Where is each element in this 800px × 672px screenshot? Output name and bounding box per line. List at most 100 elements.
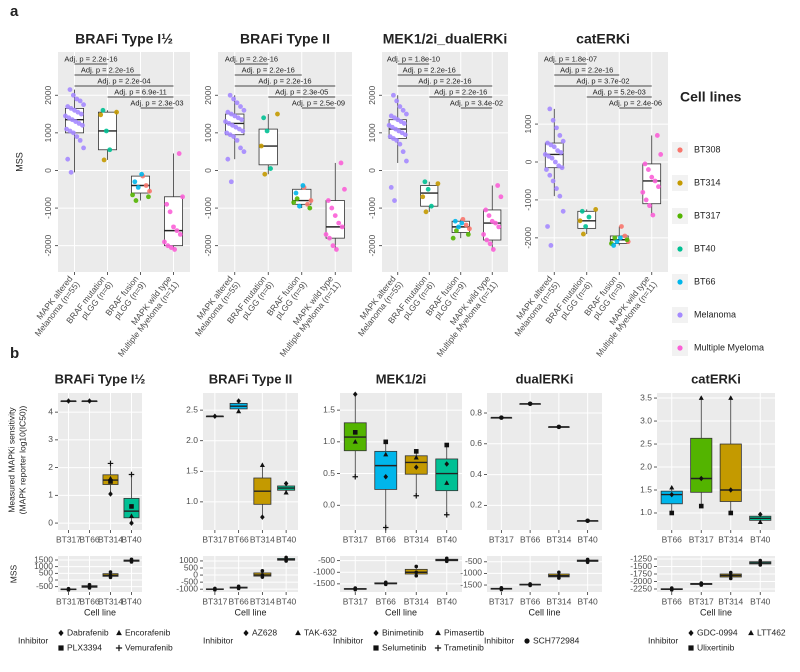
x-tick-label: BT314	[718, 534, 743, 544]
data-point	[338, 160, 344, 166]
comparison-label: Adj. p = 3.4e-02	[450, 98, 503, 107]
y-tick-label: 0	[203, 168, 213, 173]
x-tick-label: BT317	[689, 596, 714, 606]
data-point	[586, 214, 592, 220]
legend-label: Vemurafenib	[125, 642, 173, 652]
data-point	[758, 563, 763, 567]
data-point	[728, 395, 734, 400]
data-point	[352, 391, 358, 398]
data-point	[499, 415, 504, 420]
data-point	[307, 205, 313, 211]
x-tick-label: BT40	[276, 596, 297, 606]
x-tick-label: BT317	[489, 534, 514, 544]
data-point	[698, 475, 704, 482]
y-tick-label: 0	[367, 168, 377, 173]
comparison-label: Adj. p = 5.2e-03	[593, 87, 646, 96]
data-point	[291, 200, 297, 205]
data-point	[617, 235, 623, 241]
data-point	[580, 231, 586, 237]
data-point	[435, 181, 441, 187]
legend-symbol	[677, 312, 683, 318]
y-tick-label: -500	[181, 576, 198, 586]
data-point	[656, 184, 661, 190]
x-tick-label: BT314	[546, 534, 571, 544]
y-tick-label: -2000	[523, 227, 533, 249]
data-point	[293, 190, 299, 196]
data-point	[133, 198, 139, 203]
data-point	[728, 576, 733, 581]
y-tick-label: 1000	[523, 114, 533, 133]
data-point	[420, 194, 426, 200]
data-point	[139, 171, 145, 177]
data-point	[400, 149, 406, 155]
data-point	[325, 198, 331, 203]
data-point	[330, 243, 336, 249]
x-axis-label: Cell line	[385, 607, 417, 617]
data-point	[400, 107, 406, 113]
y-tick-label: -500	[318, 555, 335, 565]
chart-title: catERKi	[691, 371, 741, 386]
data-point	[283, 480, 289, 487]
comparison-label: Adj. p = 2.5e-09	[292, 98, 345, 107]
comparison-label: Adj. p = 1.8e-07	[544, 54, 597, 63]
data-point	[444, 480, 450, 485]
data-point	[339, 224, 345, 230]
data-point	[81, 102, 86, 108]
data-point	[642, 161, 648, 167]
y-tick-label: 1.5	[186, 466, 198, 476]
legend-label: Trametinib	[444, 642, 484, 652]
x-tick-label: BT66	[228, 534, 249, 544]
data-point	[643, 197, 649, 203]
y-tick-label: 1.5	[640, 484, 652, 494]
data-point	[558, 150, 564, 155]
data-point	[611, 243, 617, 248]
y-tick-label: -1500	[460, 579, 482, 589]
box-body	[719, 443, 742, 502]
data-point	[402, 132, 408, 138]
data-point	[459, 220, 465, 226]
y-tick-label: 1000	[203, 123, 213, 142]
x-tick-label: BT40	[577, 534, 598, 544]
data-point	[108, 575, 113, 580]
chart-title: MEK1/2i_dualERKi	[383, 31, 507, 47]
data-point	[414, 570, 419, 575]
data-point	[498, 194, 504, 200]
comparison-label: Adj. p = 2.2e-16	[418, 76, 471, 85]
data-point	[499, 587, 504, 592]
data-point	[619, 224, 624, 229]
legend-label: Multiple Myeloma	[694, 342, 764, 352]
x-tick-label: BT314	[250, 596, 275, 606]
data-point	[128, 513, 135, 518]
legend-label: Melanoma	[694, 309, 736, 319]
x-axis-label: Cell line	[700, 607, 732, 617]
comparison-label: Adj. p = 2.2e-16	[242, 65, 295, 74]
y-tick-label: -2000	[630, 576, 652, 586]
data-point	[549, 155, 555, 161]
data-point	[70, 130, 76, 136]
data-point	[128, 471, 135, 478]
data-point	[547, 172, 553, 178]
x-tick-label: BT314	[98, 596, 123, 606]
data-point	[241, 107, 247, 113]
data-point	[669, 510, 675, 516]
data-point	[67, 87, 73, 93]
data-point	[645, 167, 651, 172]
data-point	[78, 111, 84, 117]
data-point	[444, 442, 450, 448]
y-tick-label: 0.5	[323, 468, 335, 478]
y-tick-label: -2000	[367, 235, 377, 257]
x-tick-label: BT66	[376, 596, 397, 606]
data-point	[391, 92, 396, 98]
box-body	[374, 450, 398, 490]
data-point	[259, 462, 265, 468]
data-point	[583, 224, 589, 229]
data-point	[413, 454, 419, 460]
data-point	[87, 586, 92, 590]
data-point	[647, 203, 652, 209]
data-point	[413, 449, 419, 454]
data-point	[241, 149, 247, 155]
y-tick-label: -2000	[203, 235, 213, 257]
data-point	[612, 235, 618, 241]
data-point	[176, 151, 182, 156]
